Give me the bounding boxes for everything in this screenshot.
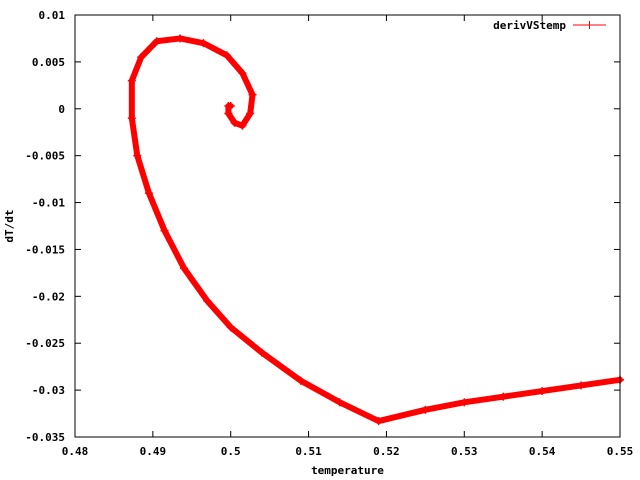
data-point [137,53,146,62]
x-tick-label: 0.48 [62,445,89,458]
x-axis-label: temperature [311,464,384,477]
y-tick-label: -0.015 [25,243,65,256]
data-layer [127,34,624,426]
data-point [238,69,247,78]
data-point [246,109,255,118]
data-point [199,39,208,48]
data-point [222,51,231,60]
x-tick-label: 0.52 [373,445,400,458]
data-point [226,101,235,110]
data-point [238,121,247,130]
data-point [152,37,161,46]
data-point [230,118,239,127]
data-point [226,323,235,332]
plot-frame [74,14,621,438]
x-tick-label: 0.54 [529,445,556,458]
y-tick-label: -0.02 [32,290,65,303]
data-point [203,297,212,306]
data-point [224,109,233,118]
data-point [538,387,547,396]
data-point [460,398,469,407]
data-point [176,34,185,43]
data-point [160,226,169,235]
y-tick-label: -0.01 [32,197,65,210]
data-point [499,392,508,401]
x-tick-label: 0.51 [295,445,322,458]
y-tick-label: -0.03 [32,384,65,397]
data-point [577,381,586,390]
data-point [257,348,266,357]
y-tick-label: -0.025 [25,337,65,350]
y-tick-label: 0.005 [32,56,65,69]
x-tick-label: 0.55 [607,445,634,458]
data-point [296,376,305,385]
data-point [133,151,142,160]
data-point [127,76,136,85]
x-tick-label: 0.53 [451,445,478,458]
y-tick-label: -0.035 [25,431,65,444]
data-point [180,264,188,273]
x-tick-label: 0.49 [140,445,167,458]
y-tick-label: 0 [58,103,65,116]
y-tick-label: -0.005 [25,150,65,163]
legend: derivVStemp [493,19,606,32]
data-point [127,114,136,123]
data-point [374,417,383,426]
data-point [335,398,344,407]
data-point [144,189,153,198]
data-point [421,405,430,414]
legend-label: derivVStemp [493,19,566,32]
y-tick-label: 0.01 [39,9,66,22]
y-axis-label: dT/dt [3,209,16,242]
data-point [248,90,257,99]
y-axis: 0.01 0.005 0 -0.005 -0.01 -0.015 -0.02 -0.025 -0… [25,9,620,444]
legend-point-marker [585,21,594,29]
x-axis: 0.48 0.49 0.5 0.51 0.52 0.53 0.54 0.55 [62,15,634,458]
x-tick-label: 0.5 [221,445,241,458]
